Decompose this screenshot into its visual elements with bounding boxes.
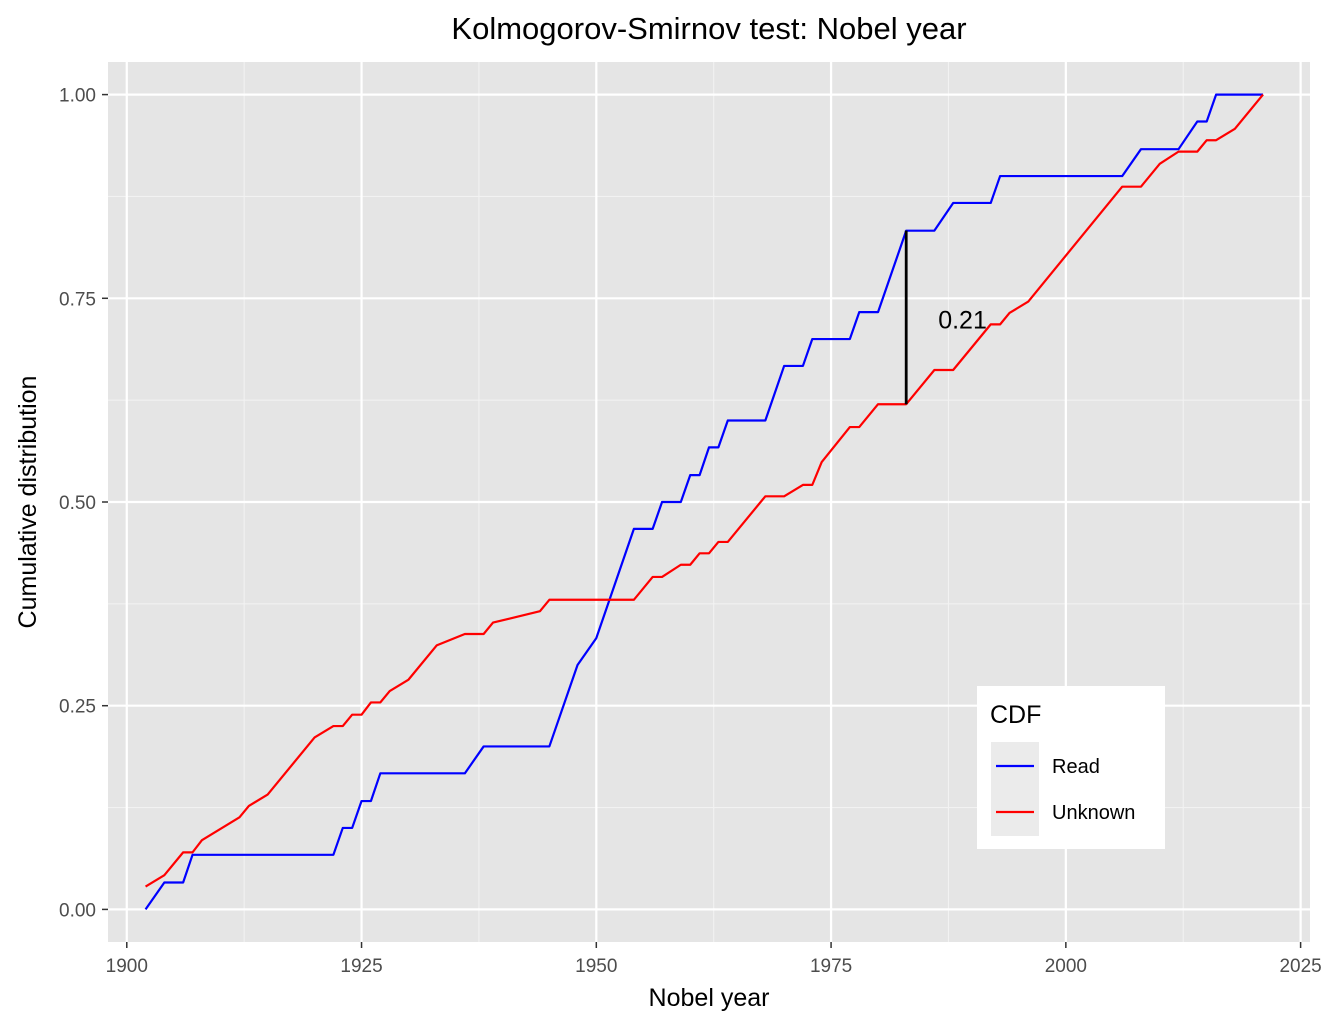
chart-title: Kolmogorov-Smirnov test: Nobel year <box>451 11 966 46</box>
x-tick-label: 2025 <box>1279 956 1321 977</box>
y-axis-title: Cumulative distribution <box>14 376 42 629</box>
series-line-read <box>144 93 1264 911</box>
x-tick-label: 1950 <box>575 956 617 977</box>
x-tick-label: 2000 <box>1045 956 1087 977</box>
y-tick-label: 0.00 <box>59 900 96 921</box>
x-axis: 1900 1925 1950 1975 2000 2025 <box>106 942 1322 977</box>
legend-title: CDF <box>990 701 1041 729</box>
annotation-layer: 0.21 <box>904 230 987 405</box>
ks-statistic-label: 0.21 <box>938 306 987 334</box>
y-axis: 0.00 0.25 0.50 0.75 1.00 <box>59 86 108 921</box>
x-tick-label: 1925 <box>340 956 382 977</box>
y-tick-label: 0.25 <box>59 697 96 718</box>
y-tick-label: 0.50 <box>59 493 96 514</box>
major-gridlines <box>108 62 1310 942</box>
legend-label-unknown: Unknown <box>1052 802 1135 824</box>
legend: CDF Read Unknown <box>977 686 1165 849</box>
series-line-unknown <box>144 93 1264 888</box>
legend-label-read: Read <box>1052 756 1100 778</box>
y-tick-label: 0.75 <box>59 289 96 310</box>
series-layer <box>144 93 1264 911</box>
x-axis-title: Nobel year <box>649 984 770 1012</box>
x-tick-label: 1900 <box>106 956 148 977</box>
y-tick-label: 1.00 <box>59 86 96 107</box>
x-tick-label: 1975 <box>810 956 852 977</box>
